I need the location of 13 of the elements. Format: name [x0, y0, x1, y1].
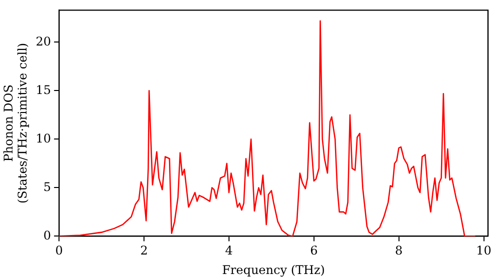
x-tick-label: 6: [310, 244, 318, 258]
y-tick-label: 0: [43, 228, 52, 242]
y-axis-title: Phonon DOS (States/THz·primitive cell): [1, 42, 30, 204]
x-tick-label: 2: [140, 244, 148, 258]
y-tick-label: 15: [36, 82, 52, 97]
y-tick-label: 10: [36, 131, 52, 146]
x-tick-label: 10: [476, 244, 492, 258]
x-tick-label: 0: [55, 244, 63, 258]
x-tick-label: 4: [225, 244, 234, 258]
y-tick-label: 5: [43, 180, 52, 194]
x-tick-label: 8: [394, 244, 403, 258]
x-axis-title: Frequency (THz): [222, 262, 325, 277]
y-tick-label: 20: [36, 34, 52, 48]
